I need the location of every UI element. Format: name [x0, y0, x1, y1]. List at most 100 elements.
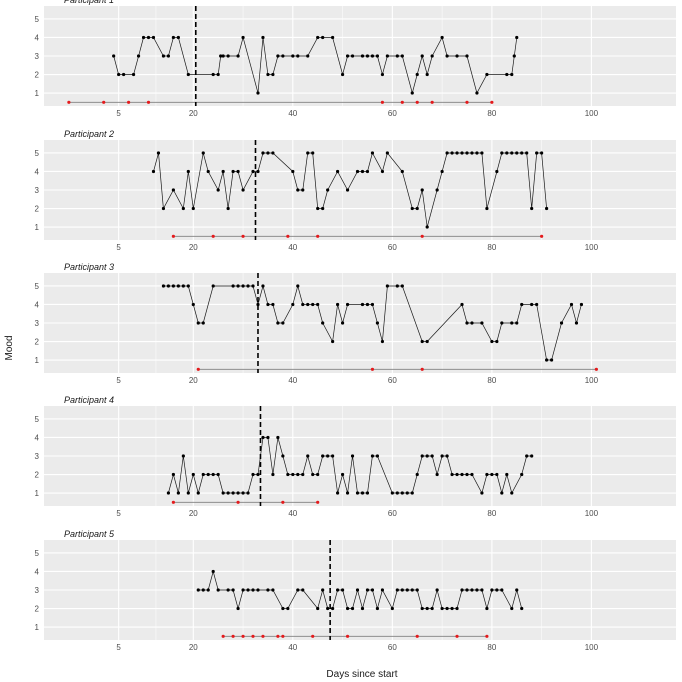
- panel-1-mood-point: [271, 72, 275, 77]
- panel-5-mood-point: [390, 606, 394, 611]
- panel-5-mood-line: [198, 570, 523, 610]
- panel-3-mood-point: [574, 321, 579, 325]
- panel-3-mood-point: [515, 321, 519, 325]
- panel-5-mood-point: [520, 606, 524, 611]
- panel-4-mood-point: [266, 435, 270, 440]
- panel-3-mood-point: [465, 321, 469, 325]
- panel-3-mood-point: [530, 302, 534, 307]
- panel-1-event-point: [67, 100, 71, 104]
- panel-2-mood-point: [306, 151, 310, 155]
- panel-3-mood-point: [321, 321, 325, 325]
- panel-4-mood-point: [306, 454, 310, 458]
- panel-3-mood-point: [375, 321, 380, 325]
- panel-5-mood-point: [490, 588, 494, 592]
- panel-4-event-point: [316, 500, 320, 504]
- panel-2-event-point: [211, 234, 215, 238]
- panel-3-event-point: [420, 367, 424, 371]
- panel-4-mood-point: [470, 472, 474, 477]
- panel-2-y-tick-label: 2: [35, 205, 40, 214]
- panel-1-mood-point: [430, 54, 434, 58]
- panel-3-x-tick-label: 100: [585, 376, 599, 385]
- panel-5-mood-point: [281, 606, 285, 611]
- panel-3-mood-point: [166, 284, 171, 288]
- panel-5-x-tick-label: 20: [189, 643, 198, 652]
- panel-4-mood-point: [500, 491, 504, 495]
- panel-5-mood-point: [211, 569, 215, 574]
- panel-4-mood-point: [221, 491, 225, 495]
- panel-4-mood-point: [405, 491, 409, 495]
- panel-3: Participant 3 1 2 3 4 5 5 20 40 60 80 100: [35, 262, 676, 385]
- panel-2-mood-point: [360, 169, 365, 174]
- panel-4-mood-point: [211, 472, 215, 477]
- panel-5-mood-point: [316, 606, 320, 611]
- panel-1-mood-point: [176, 35, 180, 40]
- panel-2-mood-point: [291, 169, 295, 174]
- panel-4-mood-point: [395, 491, 399, 495]
- panel-3-mood-point: [306, 302, 310, 307]
- panel-1-mood-point: [221, 54, 225, 58]
- panel-4-x-tick-label: 100: [585, 509, 599, 518]
- panel-1-mood-point: [505, 72, 509, 77]
- panel-2-event-point: [241, 234, 245, 238]
- panel-3-mood-point: [425, 339, 429, 344]
- panel-3-mood-point: [490, 339, 494, 344]
- panel-1-mood-point: [385, 54, 389, 58]
- panel-1-mood-point: [360, 54, 365, 58]
- panel-1-mood-point: [440, 35, 444, 40]
- panel-1-mood-point: [296, 54, 300, 58]
- panel-5-title: Participant 5: [64, 529, 115, 539]
- panel-5-mood-point: [241, 588, 245, 592]
- panel-1-mood-point: [117, 72, 121, 77]
- panel-4-mood-point: [281, 454, 285, 458]
- panel-4-mood-point: [415, 472, 419, 477]
- panel-4-mood-point: [196, 491, 200, 495]
- panel-4-mood-point: [181, 454, 185, 458]
- panel-1-mood-point: [370, 54, 375, 58]
- panel-2-mood-point: [400, 169, 404, 174]
- panel-5-mood-point: [415, 588, 419, 592]
- panel-1-mood-point: [216, 72, 220, 77]
- panel-2-mood-point: [251, 169, 255, 174]
- panel-4-mood-point: [336, 491, 340, 495]
- panel-3-mood-point: [480, 321, 484, 325]
- panel-3-mood-point: [251, 284, 255, 288]
- panel-2-mood-point: [455, 151, 459, 155]
- panel-5-mood-point: [345, 606, 350, 611]
- panel-3-mood-point: [246, 284, 250, 288]
- panel-3-x-tick-label: 5: [116, 376, 121, 385]
- panel-1-mood-point: [395, 54, 399, 58]
- panel-3-mood-point: [470, 321, 474, 325]
- panel-3-mood-point: [176, 284, 180, 288]
- panel-4-mood-point: [171, 472, 175, 477]
- panel-4-mood-point: [166, 491, 171, 495]
- panel-3-x-tick-label: 20: [189, 376, 198, 385]
- panel-2-x-tick-label: 20: [189, 243, 198, 252]
- panel-4-mood-point: [510, 491, 514, 495]
- panel-1-mood-point: [166, 54, 171, 58]
- panel-3-y-tick-label: 4: [35, 300, 40, 309]
- panel-5-mood-point: [246, 588, 250, 592]
- panel-1-event-point: [465, 100, 469, 104]
- panel-3-mood-point: [311, 302, 315, 307]
- panel-4-mood-point: [291, 472, 295, 477]
- panel-5-mood-point: [475, 588, 479, 592]
- panel-4-event-point: [171, 500, 175, 504]
- panel-1-mood-point: [236, 54, 240, 58]
- panel-4-mood-point: [216, 472, 220, 477]
- panel-5-event-point: [231, 634, 235, 638]
- panel-5-mood-point: [251, 588, 255, 592]
- panel-4-x-tick-label: 40: [288, 509, 297, 518]
- panel-3-mood-point: [316, 302, 320, 307]
- panel-1-mood-point: [266, 72, 270, 77]
- panel-5-mood-point: [375, 606, 380, 611]
- panel-4-mood-point: [450, 472, 454, 477]
- panel-2-mood-point: [296, 188, 300, 192]
- panel-3-mood-point: [549, 358, 554, 362]
- panel-2-event-point: [316, 234, 320, 238]
- panel-1-y-tick-label: 1: [35, 89, 40, 98]
- panel-4-mood-point: [340, 472, 345, 477]
- panel-3-mood-point: [500, 321, 504, 325]
- panel-2-mood-point: [465, 151, 469, 155]
- panel-5-event-point: [221, 634, 225, 638]
- panel-2-mood-point: [256, 169, 260, 174]
